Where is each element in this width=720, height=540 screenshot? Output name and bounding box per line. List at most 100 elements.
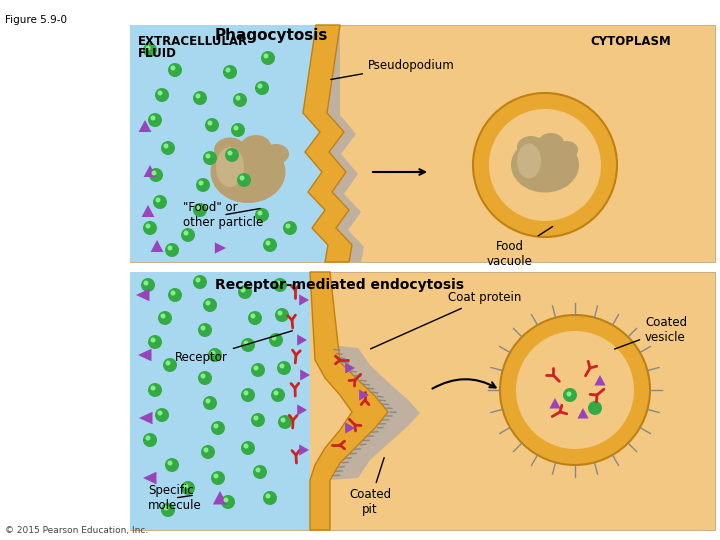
Circle shape (184, 483, 189, 489)
Circle shape (158, 410, 163, 415)
PathPatch shape (330, 345, 420, 480)
Circle shape (168, 63, 182, 77)
Circle shape (149, 168, 163, 182)
Circle shape (211, 421, 225, 435)
Circle shape (163, 505, 168, 510)
Circle shape (281, 417, 286, 422)
Circle shape (588, 401, 602, 415)
Ellipse shape (556, 141, 578, 159)
Circle shape (240, 176, 245, 180)
Circle shape (243, 443, 248, 449)
Circle shape (214, 423, 218, 429)
Circle shape (204, 448, 209, 453)
Circle shape (563, 388, 577, 402)
Circle shape (203, 396, 217, 410)
Circle shape (155, 408, 169, 422)
Circle shape (235, 96, 240, 100)
Circle shape (156, 198, 161, 202)
Circle shape (208, 348, 222, 362)
Circle shape (198, 371, 212, 385)
Polygon shape (300, 369, 310, 381)
Circle shape (225, 68, 230, 72)
Circle shape (273, 278, 287, 292)
Polygon shape (143, 472, 156, 484)
Polygon shape (213, 491, 228, 504)
Circle shape (255, 81, 269, 95)
Text: Food
vacuole: Food vacuole (487, 226, 553, 268)
Bar (130, 272, 715, 530)
Circle shape (196, 206, 200, 211)
Circle shape (200, 326, 205, 330)
Polygon shape (300, 444, 309, 456)
Circle shape (205, 118, 219, 132)
Circle shape (241, 338, 255, 352)
Circle shape (243, 390, 248, 395)
Circle shape (276, 280, 281, 286)
Circle shape (148, 335, 162, 349)
Ellipse shape (517, 144, 541, 179)
PathPatch shape (327, 25, 364, 262)
Circle shape (200, 374, 205, 379)
Ellipse shape (241, 135, 271, 157)
Circle shape (233, 125, 238, 131)
Circle shape (214, 474, 218, 478)
Ellipse shape (210, 141, 286, 203)
Circle shape (223, 497, 228, 503)
Text: CYTOPLASM: CYTOPLASM (590, 35, 671, 48)
Circle shape (274, 390, 279, 395)
PathPatch shape (310, 272, 388, 530)
Circle shape (193, 275, 207, 289)
Circle shape (253, 366, 258, 370)
Circle shape (228, 151, 233, 156)
Circle shape (193, 203, 207, 217)
Polygon shape (345, 362, 355, 374)
Ellipse shape (517, 136, 545, 158)
Circle shape (181, 228, 195, 242)
Circle shape (148, 383, 162, 397)
Circle shape (277, 361, 291, 375)
Circle shape (263, 491, 277, 505)
Circle shape (489, 109, 601, 221)
Circle shape (201, 445, 215, 459)
Polygon shape (138, 120, 151, 132)
Polygon shape (359, 389, 369, 401)
Circle shape (158, 311, 172, 325)
Circle shape (143, 433, 157, 447)
Ellipse shape (235, 155, 257, 173)
Polygon shape (139, 411, 153, 424)
Circle shape (168, 288, 182, 302)
Circle shape (278, 415, 292, 429)
Circle shape (155, 88, 169, 102)
Circle shape (221, 495, 235, 509)
Circle shape (567, 392, 572, 396)
Circle shape (243, 341, 248, 346)
Circle shape (150, 338, 156, 342)
Circle shape (161, 314, 166, 319)
Circle shape (143, 221, 157, 235)
Circle shape (261, 51, 275, 65)
Circle shape (253, 465, 267, 479)
Circle shape (251, 314, 256, 319)
Circle shape (279, 363, 284, 368)
Circle shape (196, 278, 200, 282)
Ellipse shape (534, 152, 552, 166)
Circle shape (193, 91, 207, 105)
Circle shape (143, 280, 148, 286)
PathPatch shape (130, 25, 328, 262)
Polygon shape (136, 289, 150, 301)
Circle shape (286, 224, 290, 228)
Circle shape (253, 415, 258, 421)
Circle shape (163, 144, 168, 149)
PathPatch shape (303, 25, 352, 262)
Circle shape (488, 303, 662, 477)
Text: Pseudopodium: Pseudopodium (330, 58, 455, 79)
Circle shape (256, 468, 261, 472)
Text: Coated
pit: Coated pit (349, 457, 391, 516)
Circle shape (500, 315, 650, 465)
Circle shape (266, 240, 271, 246)
Circle shape (223, 65, 237, 79)
Circle shape (241, 388, 255, 402)
Circle shape (141, 278, 155, 292)
Circle shape (165, 243, 179, 257)
Circle shape (158, 91, 163, 96)
